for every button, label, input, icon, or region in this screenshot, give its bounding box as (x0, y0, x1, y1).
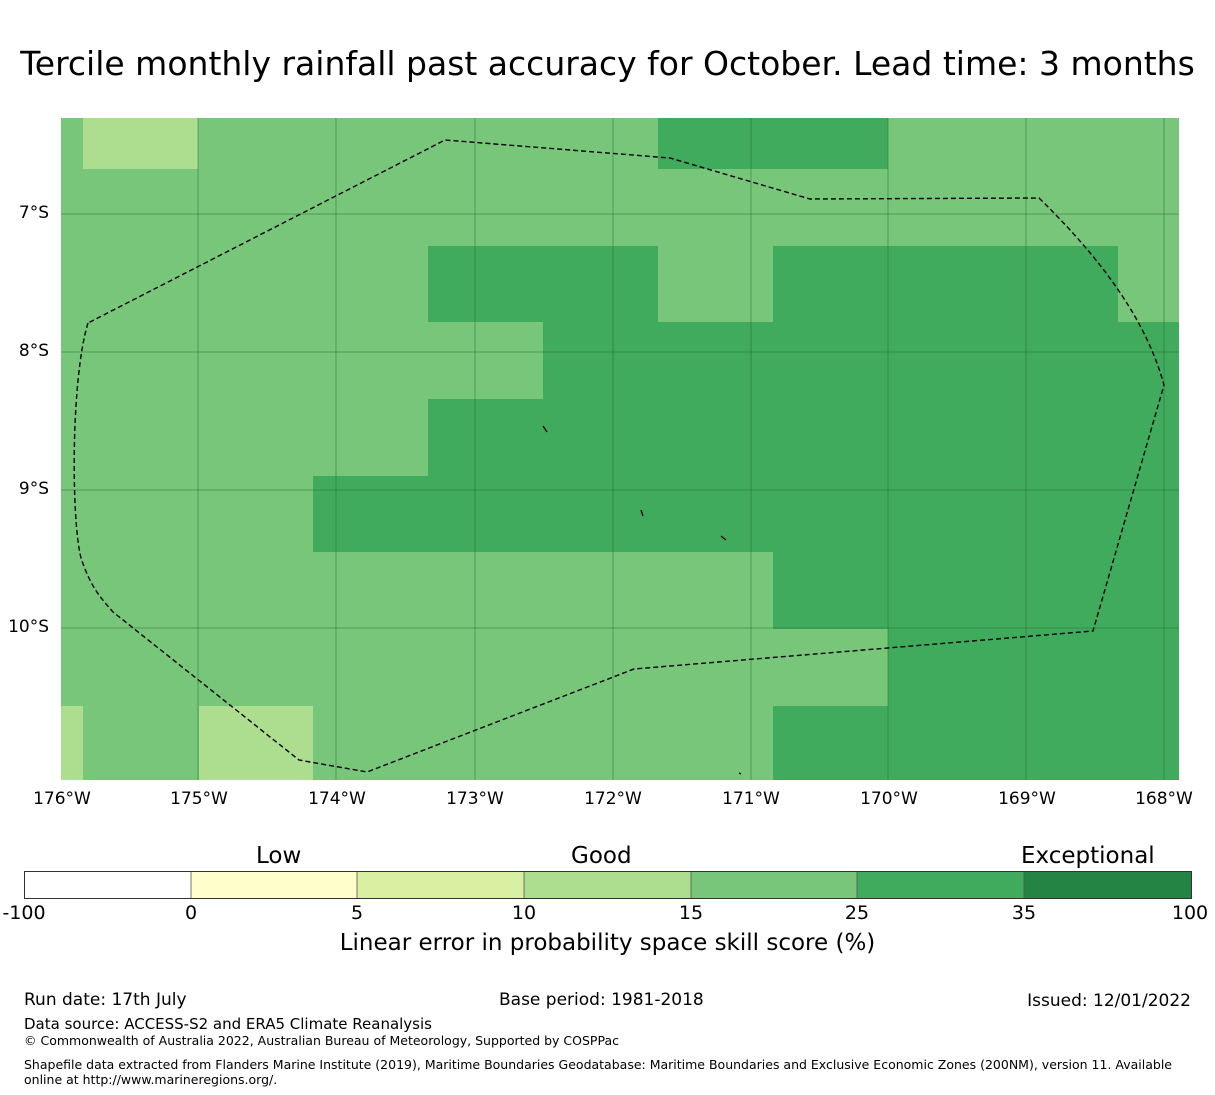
eez-boundary (73, 139, 1165, 773)
colorbar-segment (691, 871, 857, 899)
colorbar-tick-label: 25 (844, 902, 870, 924)
lon-tick-label: 173°W (446, 789, 504, 809)
colorbar-tick-label: 15 (678, 902, 704, 924)
run-date: Run date: 17th July (24, 990, 187, 1010)
colorbar-tick-label: -100 (2, 902, 46, 924)
lon-tick-label: 176°W (33, 789, 91, 809)
data-source: Data source: ACCESS-S2 and ERA5 Climate … (24, 1015, 432, 1033)
map-cell (83, 118, 198, 169)
colorbar-category-exceptional: Exceptional (1021, 843, 1155, 869)
colorbar-title: Linear error in probability space skill … (339, 930, 876, 956)
colorbar-segment (857, 871, 1024, 899)
colorbar-segment (24, 871, 191, 899)
colorbar-segment (524, 871, 691, 899)
map-cell (61, 706, 83, 780)
lat-tick-label: 10°S (8, 617, 49, 637)
lon-tick-label: 169°W (998, 789, 1056, 809)
colorbar-segment (1024, 871, 1191, 899)
island-marks (542, 425, 742, 775)
colorbar-tick-label: 10 (511, 902, 537, 924)
colorbar-tick-label: 0 (184, 902, 198, 924)
base-period: Base period: 1981-2018 (499, 990, 704, 1010)
lat-tick-label: 8°S (18, 341, 49, 361)
colorbar-segment (357, 871, 524, 899)
lon-tick-label: 168°W (1135, 789, 1193, 809)
map-cell (888, 629, 1179, 706)
map-cell (428, 246, 658, 322)
lon-tick-label: 172°W (584, 789, 642, 809)
lat-tick-label: 7°S (18, 203, 49, 223)
issued-date: Issued: 12/01/2022 (1027, 991, 1191, 1011)
copyright-notice: © Commonwealth of Australia 2022, Austra… (24, 1033, 619, 1048)
map-cell (428, 399, 1179, 476)
map-cell (543, 322, 1179, 399)
colorbar-tick-label: 35 (1011, 902, 1037, 924)
shapefile-credit: Shapefile data extracted from Flanders M… (24, 1057, 1172, 1087)
map-cell (773, 552, 1179, 629)
skill-map (61, 118, 1179, 780)
skill-cells (61, 118, 1179, 780)
map-cell (313, 476, 1179, 552)
lon-tick-label: 171°W (722, 789, 780, 809)
map-cell (658, 118, 888, 169)
colorbar-tick-label: 100 (1171, 902, 1209, 924)
map-title: Tercile monthly rainfall past accuracy f… (20, 44, 1195, 83)
colorbar-category-low: Low (256, 843, 302, 869)
colorbar-segment (191, 871, 357, 899)
lat-tick-label: 9°S (18, 479, 49, 499)
colorbar-tick-label: 5 (350, 902, 364, 924)
map-cell (199, 706, 313, 780)
colorbar-category-good: Good (571, 843, 632, 869)
lon-tick-label: 175°W (170, 789, 228, 809)
lon-tick-label: 174°W (308, 789, 366, 809)
map-cell (773, 706, 1179, 780)
lon-tick-label: 170°W (860, 789, 918, 809)
gridlines (61, 118, 1179, 780)
map-cell (773, 246, 1118, 322)
colorbar (24, 871, 1192, 899)
